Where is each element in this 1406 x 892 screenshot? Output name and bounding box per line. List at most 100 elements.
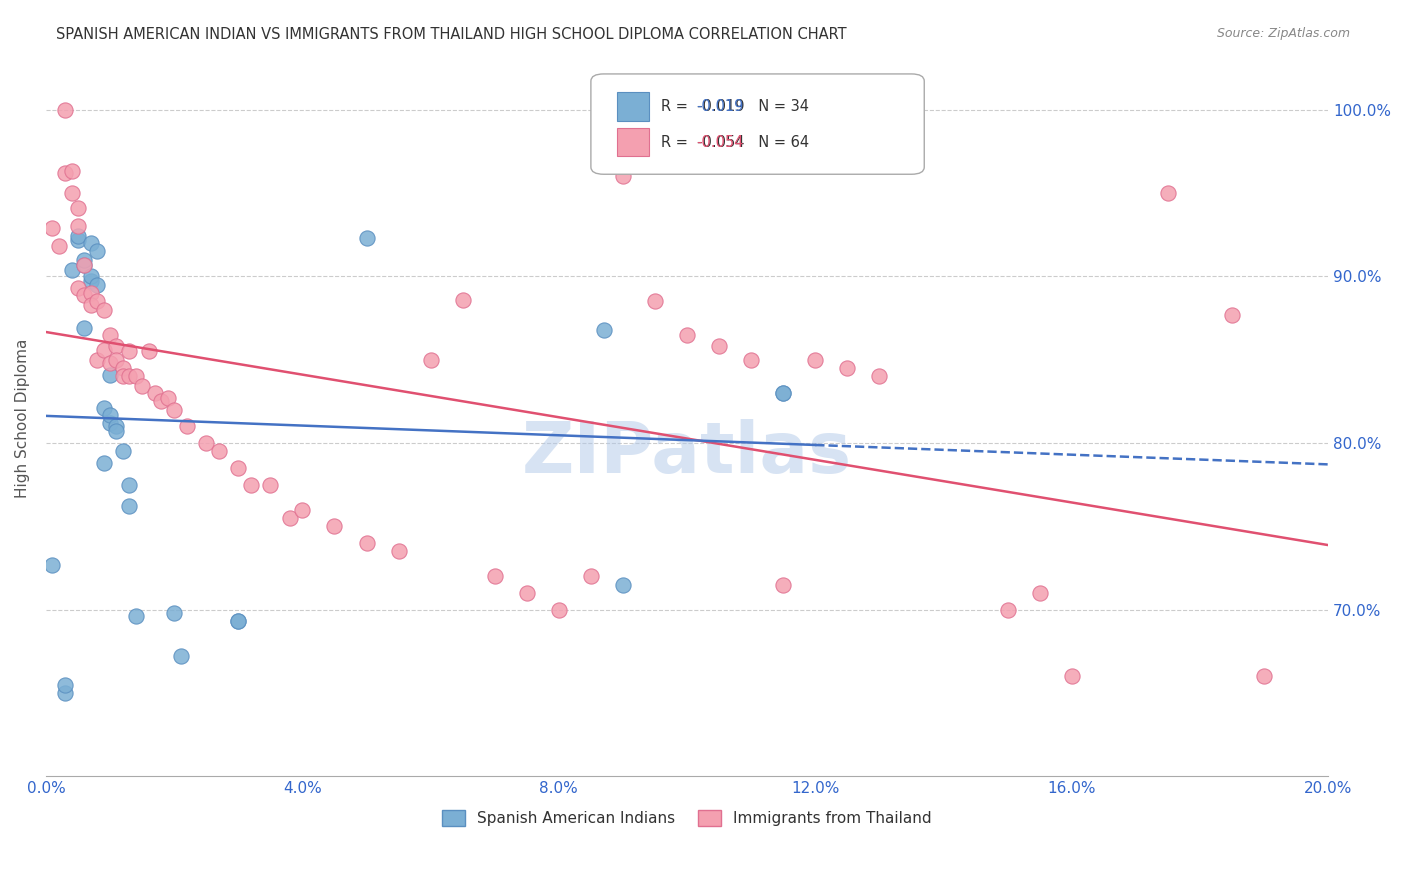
Point (105, 424, 128, 438)
Point (997, 602, 1019, 616)
Text: Source: ZipAtlas.com: Source: ZipAtlas.com (1216, 27, 1350, 40)
Point (176, 419, 198, 434)
Point (125, 369, 148, 384)
Text: ZIPatlas: ZIPatlas (522, 419, 852, 488)
Point (80, 269, 103, 284)
Point (105, 339, 128, 353)
Point (73, 258, 96, 272)
Point (612, 577, 634, 591)
Point (356, 536, 378, 550)
Point (98, 356, 121, 370)
Point (86, 277, 108, 292)
Point (80, 297, 103, 311)
Point (131, 379, 153, 393)
Point (644, 294, 666, 309)
Point (73, 252, 96, 267)
Point (80, 274, 103, 288)
Point (676, 327, 699, 342)
Point (41, 221, 63, 235)
Point (118, 369, 141, 384)
Point (66, 229, 89, 244)
Point (118, 477, 141, 491)
Point (111, 444, 134, 458)
Bar (617, 92, 648, 120)
Point (1157, 186, 1180, 200)
Point (208, 444, 231, 458)
Point (356, 231, 378, 245)
Y-axis label: High School Diploma: High School Diploma (15, 338, 30, 498)
Text: R =  -0.054   N = 64: R = -0.054 N = 64 (661, 135, 810, 150)
Point (93, 401, 115, 415)
Point (66, 219, 89, 234)
Point (547, 602, 569, 616)
Point (93, 302, 115, 317)
Point (73, 321, 96, 335)
Point (1060, 669, 1083, 683)
Point (86, 244, 108, 259)
Point (1253, 669, 1275, 683)
Point (93, 343, 115, 357)
Text: -0.054: -0.054 (696, 135, 744, 150)
Point (86, 352, 108, 367)
Point (66, 233, 89, 247)
Point (169, 649, 191, 664)
Point (740, 352, 762, 367)
Point (66, 201, 89, 215)
Point (278, 511, 301, 525)
Point (48, 239, 70, 253)
Point (868, 369, 890, 384)
Point (98, 368, 121, 382)
Point (1220, 308, 1243, 322)
Point (387, 544, 409, 558)
Point (98, 408, 121, 422)
Point (80, 235, 103, 250)
Point (226, 614, 249, 628)
Point (86, 294, 108, 309)
Point (53, 677, 76, 691)
Point (98, 416, 121, 430)
Point (484, 569, 506, 583)
Point (323, 519, 346, 533)
Point (53, 686, 76, 700)
Point (240, 477, 263, 491)
Point (111, 369, 134, 384)
Point (1028, 586, 1050, 600)
Point (66, 281, 89, 295)
Point (516, 586, 538, 600)
Point (118, 499, 141, 513)
Point (53, 166, 76, 180)
Legend: Spanish American Indians, Immigrants from Thailand: Spanish American Indians, Immigrants fro… (441, 810, 932, 826)
Point (226, 461, 249, 475)
Text: -0.019: -0.019 (696, 99, 744, 113)
Point (98, 327, 121, 342)
Point (156, 391, 179, 405)
Point (105, 352, 128, 367)
FancyBboxPatch shape (591, 74, 924, 174)
Point (150, 394, 173, 409)
Point (612, 169, 634, 184)
Point (73, 258, 96, 272)
Point (291, 502, 314, 516)
Point (804, 352, 827, 367)
Point (60, 186, 83, 200)
Bar (617, 128, 648, 156)
Point (419, 352, 441, 367)
Point (105, 419, 128, 434)
Point (259, 477, 281, 491)
Point (772, 577, 794, 591)
Point (195, 436, 218, 450)
Point (592, 322, 614, 336)
Point (53, 103, 76, 117)
Point (118, 344, 141, 359)
Point (73, 287, 96, 301)
Point (93, 456, 115, 470)
Point (451, 293, 474, 307)
Point (579, 569, 602, 583)
Text: SPANISH AMERICAN INDIAN VS IMMIGRANTS FROM THAILAND HIGH SCHOOL DIPLOMA CORRELAT: SPANISH AMERICAN INDIAN VS IMMIGRANTS FR… (56, 27, 846, 42)
Text: R =  -0.019   N = 34: R = -0.019 N = 34 (661, 99, 810, 113)
Point (111, 360, 134, 375)
Point (125, 609, 148, 624)
Point (163, 606, 186, 620)
Point (60, 164, 83, 178)
Point (772, 385, 794, 400)
